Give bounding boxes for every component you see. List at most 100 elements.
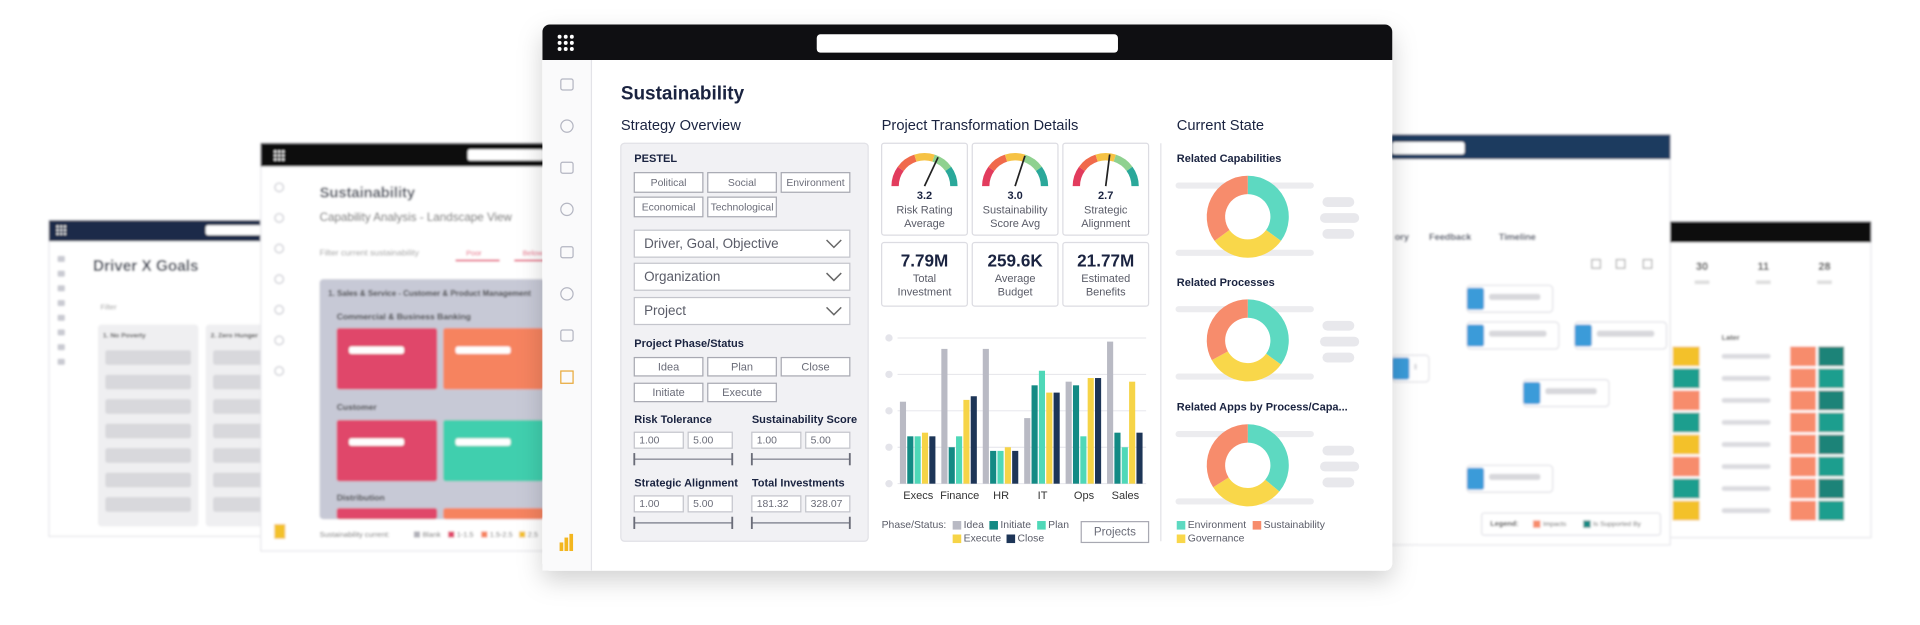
legend-swatch xyxy=(1533,520,1541,528)
grid-dot xyxy=(63,232,67,236)
sidebar-icon[interactable] xyxy=(560,161,574,174)
gauge-label: Risk Rating xyxy=(896,205,952,217)
kpi-label: Average xyxy=(995,273,1036,285)
sidebar-icon[interactable] xyxy=(560,246,574,259)
heat-cell xyxy=(1790,434,1816,455)
range-input[interactable] xyxy=(751,495,802,513)
range-input[interactable] xyxy=(805,431,851,449)
heat-cell xyxy=(1672,390,1700,411)
dropdown[interactable] xyxy=(633,296,851,326)
legend-swatch xyxy=(1176,534,1186,544)
row-text xyxy=(1721,508,1771,514)
tick-dot xyxy=(885,334,893,342)
phase-chip[interactable] xyxy=(633,382,704,403)
placeholder xyxy=(1322,320,1355,331)
footer-swatch xyxy=(519,531,526,538)
projects-button[interactable] xyxy=(1080,521,1150,544)
grid-dot xyxy=(563,34,568,39)
sidebar-icon[interactable] xyxy=(560,329,574,342)
grid-dot xyxy=(274,150,277,153)
row-text xyxy=(1721,442,1771,447)
bar xyxy=(982,348,989,484)
sidebar-icon xyxy=(274,335,285,346)
grid-dot xyxy=(557,34,562,39)
range-input[interactable] xyxy=(633,431,684,449)
kpi-card xyxy=(881,241,968,307)
sidebar-icon[interactable] xyxy=(560,370,574,384)
legend-item: Close xyxy=(1018,534,1045,545)
sidebar-icon[interactable] xyxy=(560,119,574,133)
sidebar-icon xyxy=(274,366,285,376)
tick-dot xyxy=(885,443,893,451)
card-bar xyxy=(348,438,405,446)
phase-chip[interactable] xyxy=(707,356,777,377)
legend-item: Initiate xyxy=(1000,520,1031,531)
window-header xyxy=(260,143,545,167)
bar xyxy=(970,396,977,484)
kpi-card xyxy=(1062,241,1150,307)
range-input[interactable] xyxy=(687,431,733,449)
range-input[interactable] xyxy=(687,495,733,513)
kpi-label: Total xyxy=(913,273,936,285)
sidebar-icon xyxy=(57,255,65,263)
tick-dot xyxy=(885,480,893,488)
sidebar-icon[interactable] xyxy=(560,287,574,301)
filter-chip[interactable] xyxy=(780,172,851,193)
phase-chip[interactable] xyxy=(780,356,851,377)
filter-chip: Poor xyxy=(466,248,482,257)
grid-dot xyxy=(274,158,277,161)
grid-dot xyxy=(569,40,574,45)
bar xyxy=(1072,385,1080,484)
window-relations: ory Feedback Timeline Legend: Impacts Is Supp… xyxy=(1383,134,1671,546)
search-bar[interactable] xyxy=(816,34,1118,53)
footer-label: Sustainability current: xyxy=(320,530,390,539)
sidebar-icon[interactable] xyxy=(560,78,574,91)
phase-chip[interactable] xyxy=(633,356,704,377)
range-input[interactable] xyxy=(633,495,684,513)
filter-label: PESTEL xyxy=(634,153,677,165)
range-input[interactable] xyxy=(751,431,802,449)
node-icon xyxy=(1466,324,1485,347)
phase-chip[interactable] xyxy=(707,382,777,403)
kpi-value: 7.79M xyxy=(901,251,949,271)
filter-chip[interactable] xyxy=(707,172,777,193)
legend-swatch xyxy=(989,521,998,530)
legend-item: Is Supported By xyxy=(1593,521,1641,528)
dropdown[interactable] xyxy=(633,229,851,258)
kpi-label: Estimated xyxy=(1081,273,1130,285)
capability-card xyxy=(336,328,438,390)
donut-slice xyxy=(1247,424,1289,492)
filter-chip[interactable] xyxy=(633,172,704,193)
tick-dot xyxy=(885,407,893,415)
heat-cell xyxy=(1818,346,1845,367)
heat-cell xyxy=(1818,478,1845,499)
filter-chip[interactable] xyxy=(707,196,777,218)
legend-title: Phase/Status: xyxy=(882,520,947,531)
dropdown[interactable] xyxy=(633,262,851,291)
stat-value: 11 xyxy=(1757,261,1769,273)
grid-dot xyxy=(281,154,285,157)
sidebar-icon xyxy=(57,329,65,336)
grid-dot xyxy=(563,47,568,51)
placeholder xyxy=(105,448,192,463)
grid-icon xyxy=(274,150,285,161)
stat-caption xyxy=(1755,280,1771,285)
range-min: 181.32 xyxy=(757,499,789,510)
gauge-band xyxy=(1095,153,1116,162)
range-input[interactable] xyxy=(805,495,851,513)
legend-swatch xyxy=(952,534,962,544)
node-icon xyxy=(1466,467,1485,490)
node-text xyxy=(1488,473,1541,481)
window-title: Sustainability xyxy=(320,185,416,201)
gauge-band xyxy=(945,166,958,187)
heat-cell xyxy=(1672,412,1700,433)
icon-shape xyxy=(560,329,574,342)
sidebar-icon xyxy=(274,243,285,254)
filter-chip[interactable] xyxy=(633,196,704,218)
sidebar-icon xyxy=(57,300,65,307)
grid-dot xyxy=(63,225,67,228)
stat-caption xyxy=(1694,280,1710,285)
grid-dot xyxy=(569,34,574,39)
bar xyxy=(1024,418,1031,484)
sidebar-icon[interactable] xyxy=(560,202,574,217)
